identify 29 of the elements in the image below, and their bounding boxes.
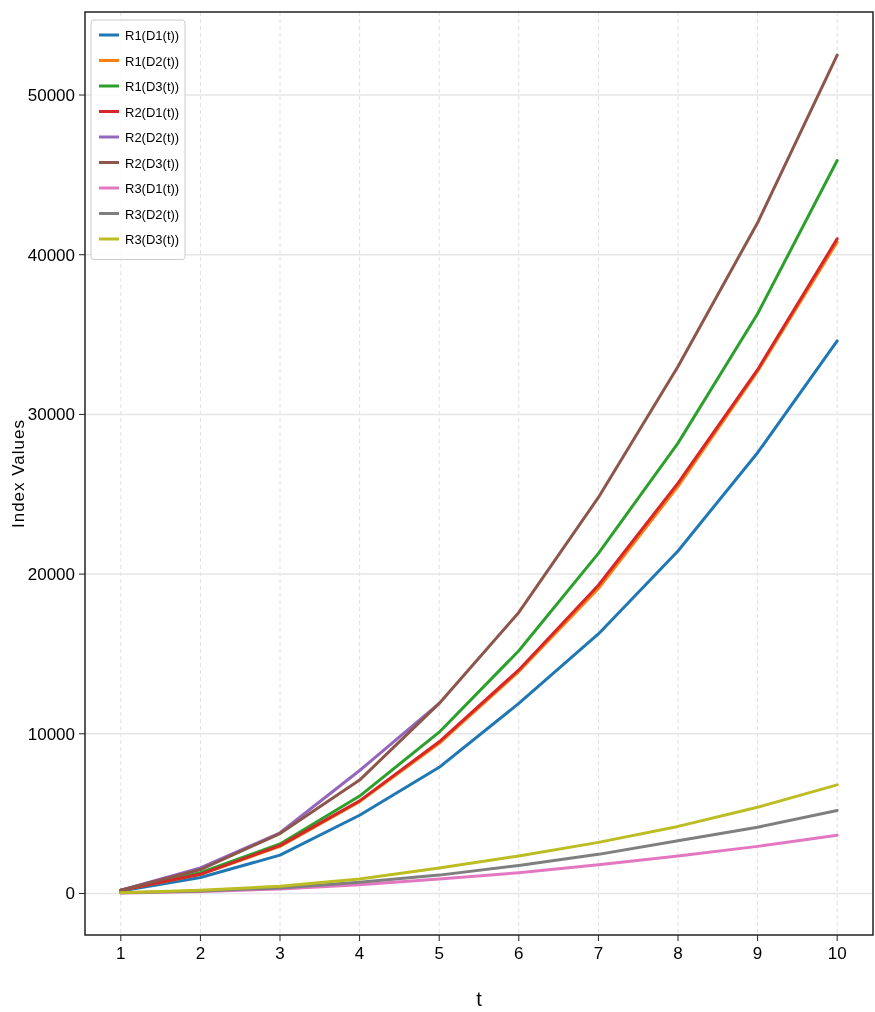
line-series	[119, 783, 839, 895]
x-tick-label: 9	[752, 944, 763, 963]
line-series	[119, 339, 839, 893]
legend-label: R3(D3(t))	[125, 232, 180, 247]
x-tick-label: 6	[514, 944, 524, 963]
x-tick-label: 2	[195, 944, 206, 963]
legend-label: R2(D1(t))	[125, 104, 180, 120]
x-tick-label: 10	[827, 944, 847, 963]
legend-label: R1(D1(t))	[125, 28, 180, 43]
y-axis-title: Index Values	[9, 418, 28, 529]
y-tick-label: 0	[65, 884, 75, 904]
y-tick-label: 30000	[27, 405, 75, 425]
x-tick-label: 4	[354, 944, 365, 963]
legend-label: R2(D2(t))	[125, 130, 180, 145]
y-tick-label: 20000	[27, 565, 75, 585]
legend-label: R3(D2(t))	[125, 206, 180, 222]
x-axis-title: t	[476, 988, 483, 1010]
x-tick-label: 5	[434, 944, 444, 963]
x-tick-label: 3	[275, 944, 285, 963]
legend-label: R3(D1(t))	[125, 181, 180, 196]
legend-label: R1(D2(t))	[125, 53, 180, 69]
legend-label: R2(D3(t))	[125, 155, 180, 171]
x-tick-label: 7	[593, 944, 604, 963]
y-tick-label: 40000	[27, 245, 75, 265]
y-tick-label: 10000	[27, 724, 75, 744]
x-tick-label: 1	[116, 944, 126, 963]
x-tick-label: 8	[673, 944, 683, 963]
legend-label: R1(D3(t))	[125, 79, 180, 94]
y-tick-label: 50000	[27, 86, 75, 106]
